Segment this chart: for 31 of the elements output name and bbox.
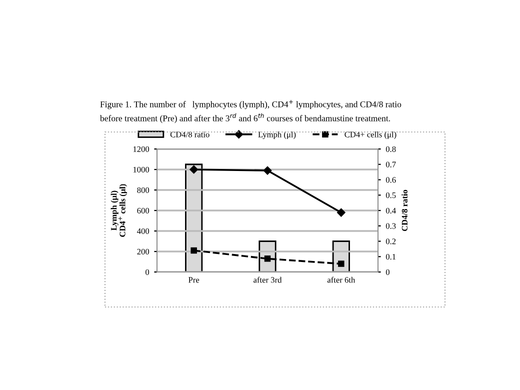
point — [190, 247, 197, 254]
y2-tick-label: 0.2 — [386, 238, 396, 244]
point — [190, 165, 198, 174]
y-tick-label: 600 — [137, 208, 150, 214]
x-tick-label: Pre — [188, 277, 200, 283]
y2-tick-label: 0.4 — [386, 208, 396, 214]
legend-label: CD4+ cells (μl) — [344, 131, 396, 140]
y-tick-label: 1000 — [133, 166, 150, 172]
point — [338, 260, 344, 267]
y-tick-label: 0 — [146, 269, 150, 275]
y2-tick-label: 0.6 — [386, 177, 396, 183]
point — [264, 256, 271, 262]
y2-tick-label: 0 — [386, 269, 390, 275]
y2-tick-label: 0.5 — [386, 192, 396, 198]
chart-title: Figure 1. The number of lymphocytes (lymph), CD4$^{+}$ lymphocytes, and CD4/8 ratio before treatment (Pre) and after the 3$^{rd}$ and 6$^{th}$ courses of bendamustine treatment. — [100, 100, 402, 124]
y2-tick-label: 0.7 — [386, 162, 396, 168]
point — [263, 166, 272, 175]
y2-tick-label: 0.8 — [386, 146, 396, 152]
y-tick-label: 400 — [137, 228, 150, 234]
y-tick-label: 800 — [137, 187, 150, 193]
legend-label: CD4/8 ratio — [170, 132, 210, 138]
y-axis-title: Lymph (μl) CD4$^{+}$ cells (μl) — [110, 184, 128, 237]
y-tick-label: 200 — [137, 248, 150, 254]
legend-label: Lymph (μl) — [258, 131, 296, 140]
y2-tick-label: 0.3 — [386, 223, 396, 229]
point — [337, 208, 346, 217]
y-tick-label: 1200 — [133, 146, 150, 152]
y2-axis-title: CD4/8 ratio — [402, 190, 408, 232]
y2-tick-label: 0.1 — [386, 254, 396, 260]
x-tick-label: after 3rd — [254, 276, 282, 283]
x-tick-label: after 6th — [327, 276, 356, 283]
